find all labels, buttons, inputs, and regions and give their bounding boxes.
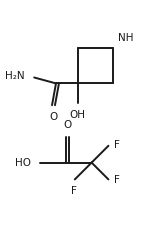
Text: F: F (114, 175, 120, 186)
Text: NH: NH (118, 33, 134, 43)
Text: H₂N: H₂N (5, 70, 24, 81)
Text: HO: HO (15, 157, 31, 168)
Text: O: O (49, 112, 57, 122)
Text: F: F (71, 186, 77, 196)
Text: F: F (114, 140, 120, 150)
Text: O: O (63, 120, 72, 130)
Text: OH: OH (70, 110, 86, 120)
